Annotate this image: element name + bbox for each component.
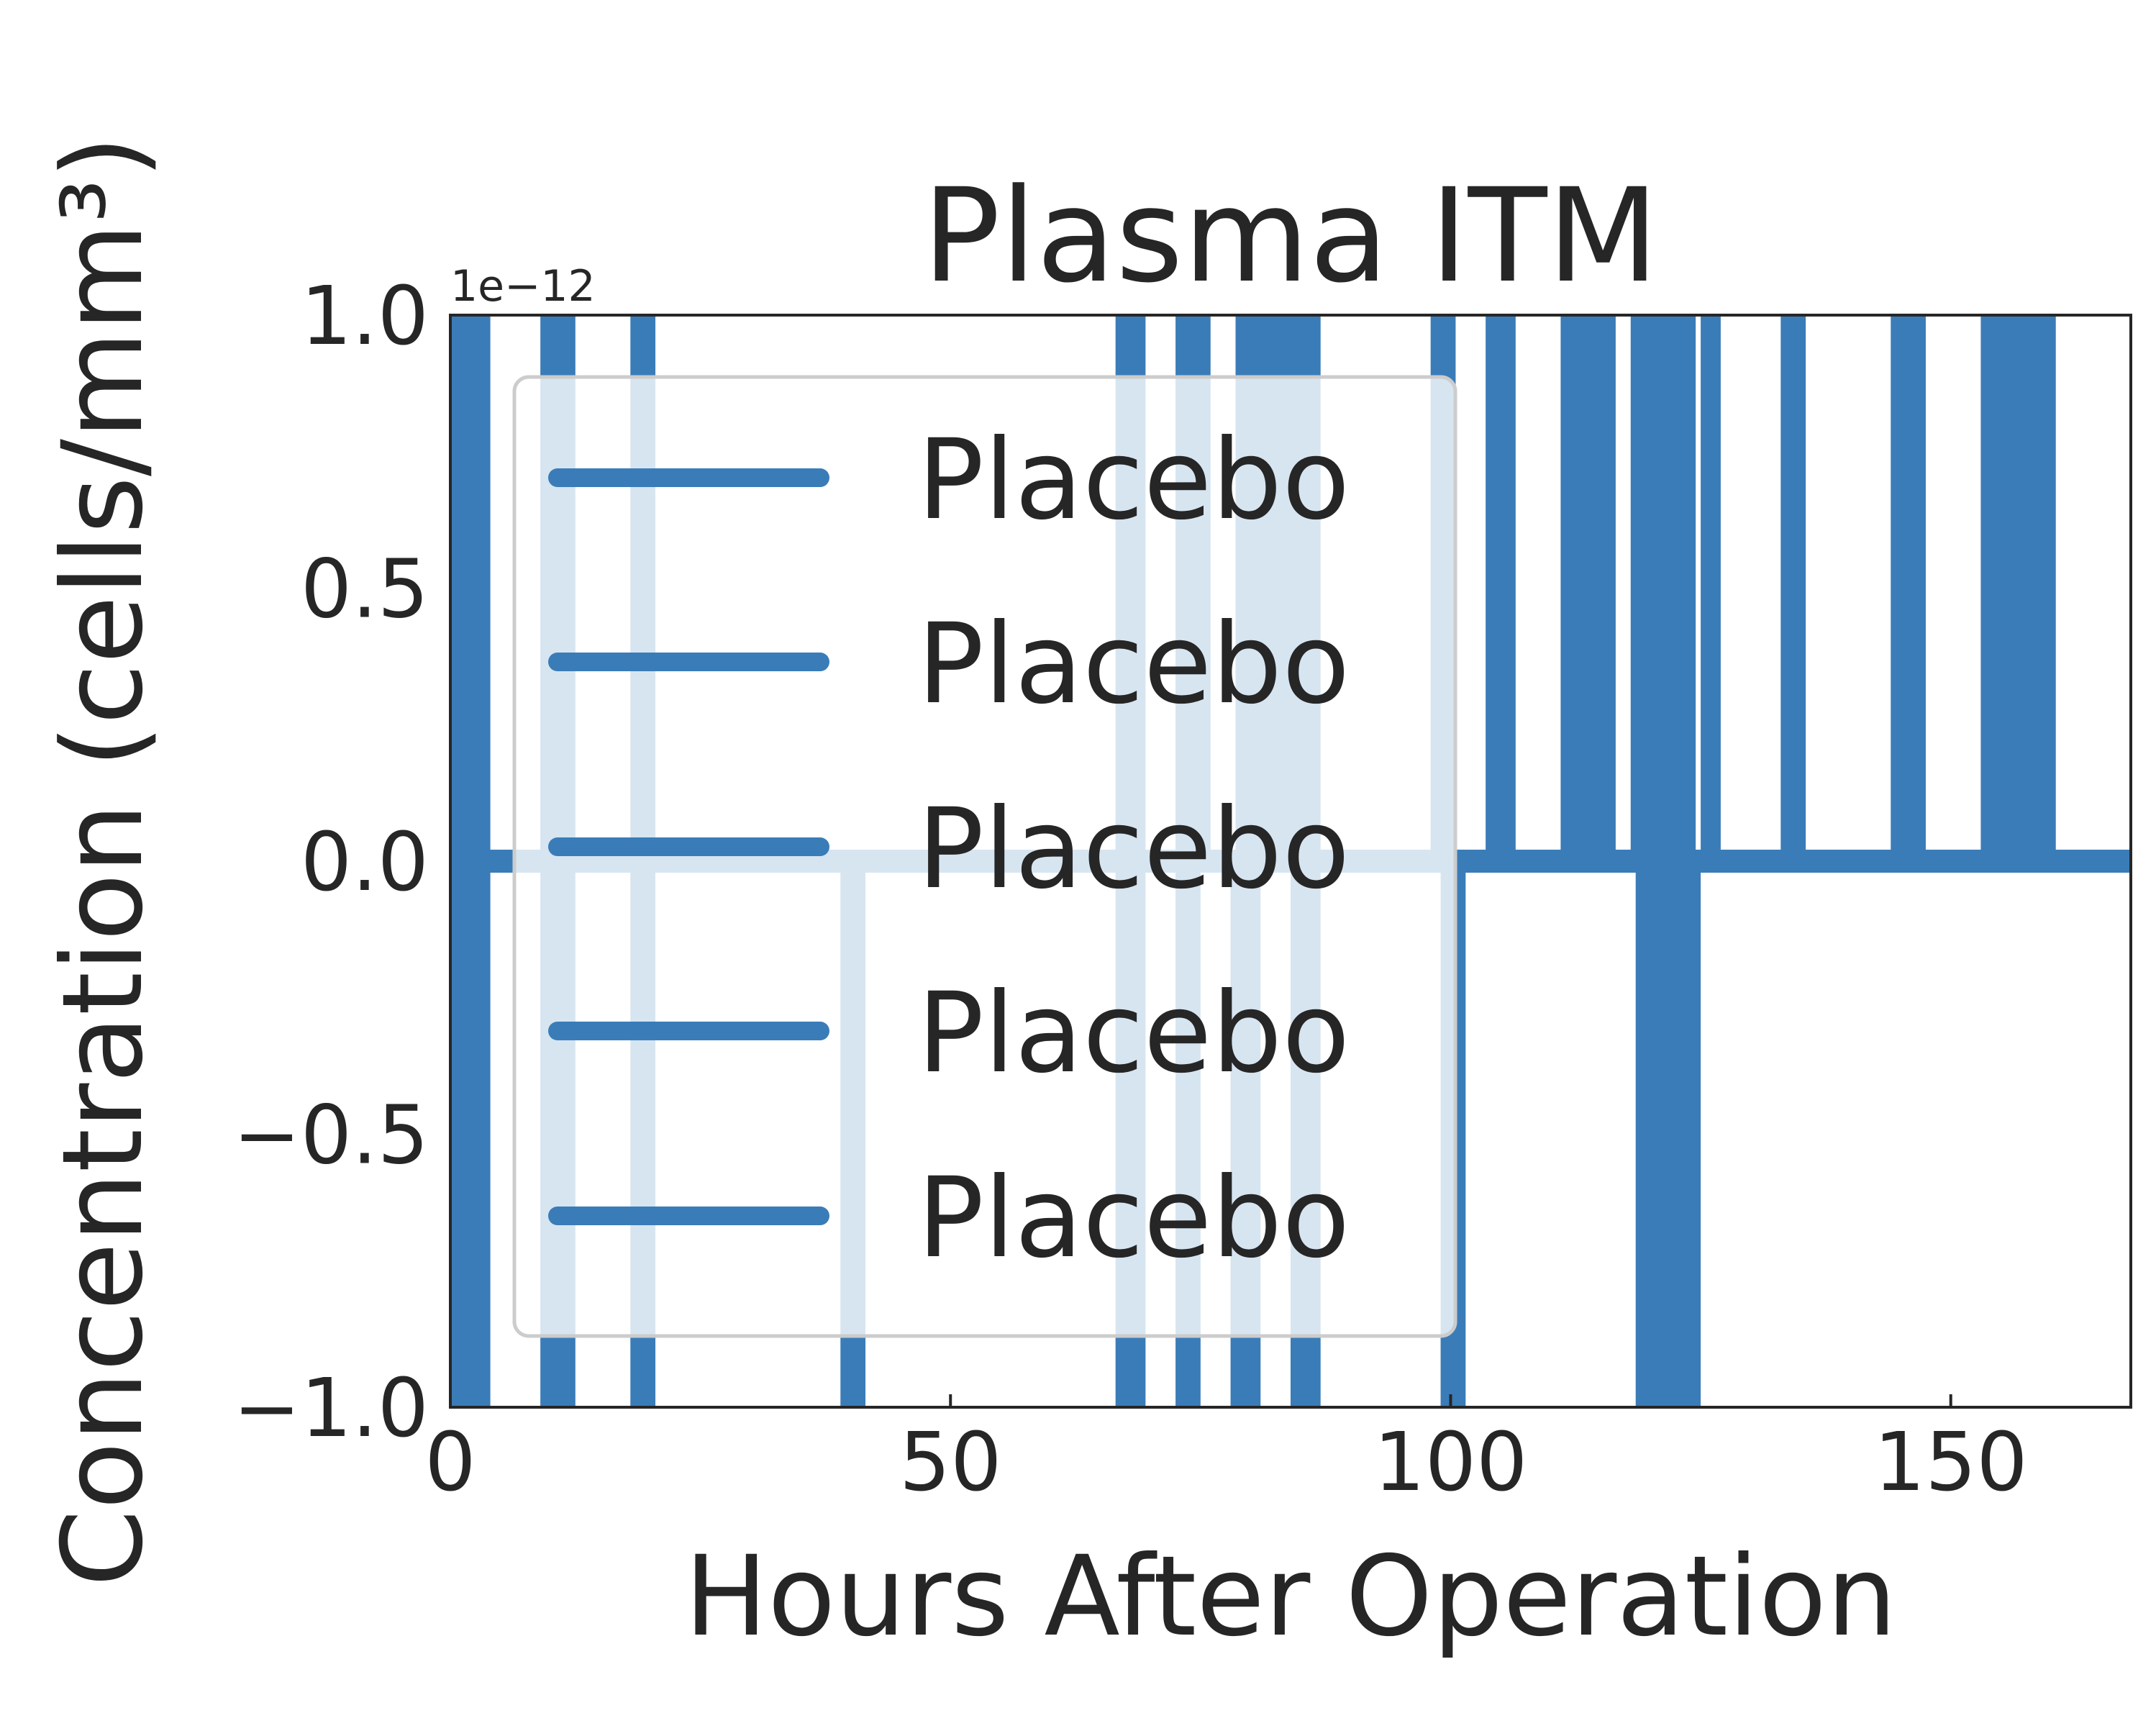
x-tick-label: 0 xyxy=(424,1416,476,1509)
x-tick-label: 100 xyxy=(1374,1416,1528,1509)
chart-title: Plasma ITM xyxy=(922,161,1659,312)
y-offset-label: 1e−12 xyxy=(450,261,596,312)
legend-entry: Placebo xyxy=(917,785,1350,914)
y-axis: −1.0 −0.5 0.0 0.5 1.0 xyxy=(233,270,429,1455)
spike-up-8 xyxy=(1560,315,1616,861)
legend-entry: Placebo xyxy=(917,416,1350,545)
x-axis: 0 50 100 150 xyxy=(424,1394,2028,1509)
legend: Placebo Placebo Placebo Placebo Placebo xyxy=(512,375,1457,1338)
y-tick-label: 1.0 xyxy=(301,270,429,363)
legend-entry: Placebo xyxy=(917,600,1350,729)
spike-up-10 xyxy=(1701,315,1721,861)
y-tick-label: −1.0 xyxy=(233,1362,429,1455)
spike-up-0 xyxy=(450,315,491,861)
spike-up-13 xyxy=(1980,315,2056,861)
spike-down-9 xyxy=(1635,861,1701,1407)
y-tick-label: 0.0 xyxy=(301,816,429,909)
spike-up-9 xyxy=(1630,315,1696,861)
spike-up-12 xyxy=(1891,315,1926,861)
y-axis-title: Concentration (cells/mm³) xyxy=(39,135,168,1586)
x-tick-label: 50 xyxy=(899,1416,1002,1509)
x-tick-label: 150 xyxy=(1874,1416,2028,1509)
plot-frame xyxy=(449,314,2132,1409)
y-tick-label: −0.5 xyxy=(233,1089,429,1183)
x-axis-title: Hours After Operation xyxy=(684,1532,1896,1661)
legend-box xyxy=(512,375,1457,1338)
legend-entry: Placebo xyxy=(917,1154,1350,1283)
spike-down-0 xyxy=(450,861,491,1407)
spike-up-7 xyxy=(1486,315,1516,861)
legend-entry: Placebo xyxy=(917,969,1350,1098)
spike-up-11 xyxy=(1780,315,1806,861)
y-tick-label: 0.5 xyxy=(301,543,429,637)
